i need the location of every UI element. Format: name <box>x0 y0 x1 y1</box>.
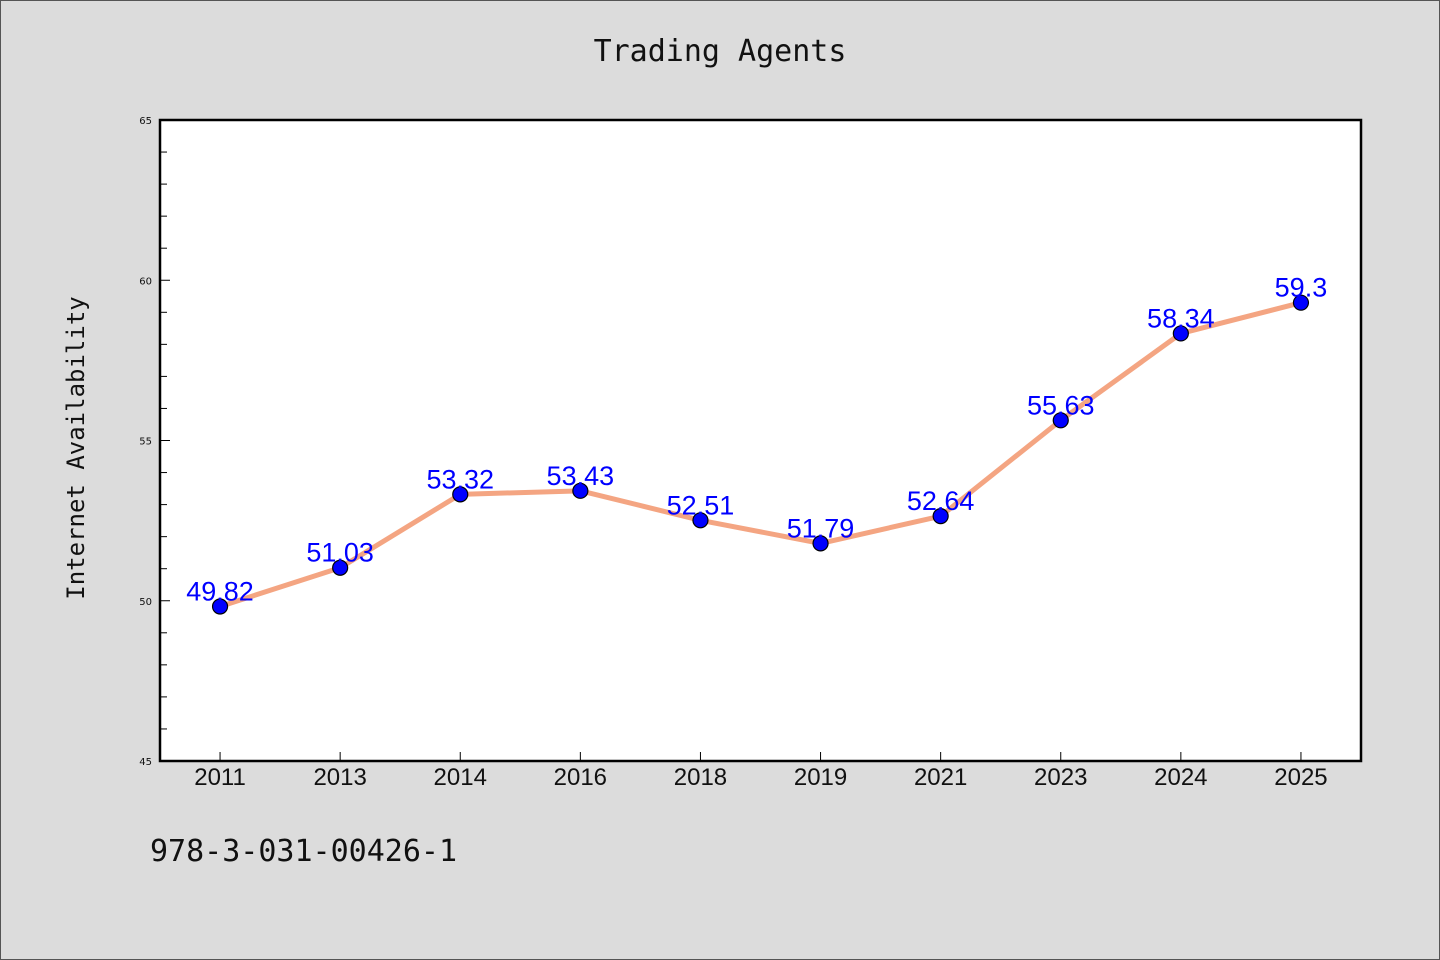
data-point <box>211 598 229 615</box>
data-label: 52.51 <box>667 490 735 520</box>
data-label: 52.64 <box>907 486 975 516</box>
data-point <box>572 482 589 499</box>
data-point <box>932 508 949 525</box>
chart-title: Trading Agents <box>593 34 847 69</box>
x-axis-ticks: 2011 2013 2014 2016 2018 2019 2021 2023 2024 2025 <box>194 752 1328 791</box>
data-point <box>332 559 349 576</box>
x-tick-label: 2016 <box>554 764 607 791</box>
series-lines <box>217 300 1304 610</box>
data-label: 51.03 <box>306 538 374 568</box>
data-point <box>812 535 829 552</box>
data-point <box>452 486 469 503</box>
x-tick-label: 2014 <box>434 764 487 791</box>
data-label: 53.32 <box>426 464 494 494</box>
x-tick-label: 2025 <box>1274 764 1327 791</box>
data-point <box>692 512 709 529</box>
x-tick-label: 2019 <box>794 764 847 791</box>
data-point <box>1172 325 1189 342</box>
x-tick-label: 2018 <box>674 764 727 791</box>
data-markers <box>211 294 1310 615</box>
y-tick-label: 60 <box>139 276 152 287</box>
data-label: 53.43 <box>547 461 615 491</box>
x-tick-label: 2011 <box>194 764 246 791</box>
plot-area <box>158 118 1363 763</box>
data-point <box>1052 412 1069 429</box>
y-axis-ticks: 45 50 55 60 65 <box>139 116 170 768</box>
data-label: 58.34 <box>1147 303 1215 333</box>
data-point <box>1292 294 1310 311</box>
x-tick-label: 2024 <box>1154 764 1207 791</box>
data-label: 55.63 <box>1027 390 1095 420</box>
y-tick-label: 65 <box>139 116 152 127</box>
series-line <box>217 300 1304 610</box>
y-tick-label: 50 <box>139 597 152 608</box>
data-label: 49.82 <box>186 577 254 607</box>
data-label: 59.3 <box>1275 273 1328 303</box>
footer-code: 978-3-031-00426-1 <box>150 834 458 869</box>
x-tick-label: 2021 <box>914 764 967 791</box>
x-tick-label: 2023 <box>1034 764 1087 791</box>
data-labels: 49.82 51.03 53.32 53.43 52.51 51.79 52.64 55.63… <box>186 273 1327 607</box>
x-tick-label: 2013 <box>313 764 366 791</box>
data-label: 51.79 <box>787 513 855 543</box>
y-tick-label: 55 <box>139 437 152 448</box>
y-tick-label: 45 <box>139 757 152 768</box>
